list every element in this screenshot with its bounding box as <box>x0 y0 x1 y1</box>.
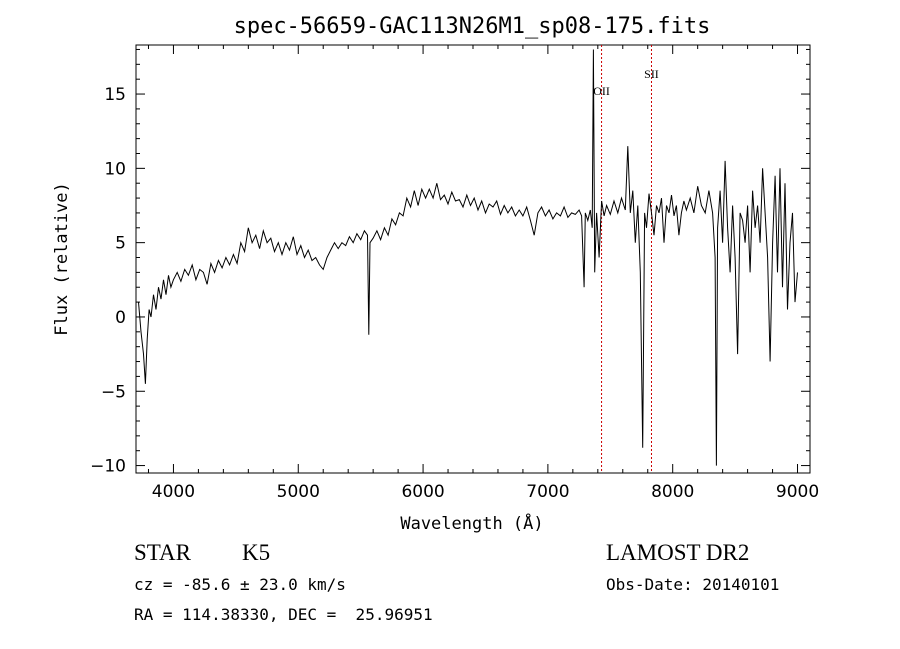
plot-frame <box>135 44 811 474</box>
y-axis-label: Flux (relative) <box>52 182 72 336</box>
emission-line-markers: OII SII <box>593 45 659 473</box>
x-tick-label: 7000 <box>526 482 569 502</box>
x-tick-label: 9000 <box>776 482 819 502</box>
x-tick-label: 4000 <box>152 482 195 502</box>
radec-text: RA = 114.38330, DEC = 25.96951 <box>134 605 433 624</box>
x-axis: 4000 5000 6000 7000 8000 9000 <box>147 45 819 502</box>
x-tick-label: 5000 <box>277 482 320 502</box>
y-axis: −10 −5 0 5 10 15 <box>90 48 810 477</box>
y-tick-label: 0 <box>115 308 126 328</box>
marker-label-sii: SII <box>644 67 659 81</box>
y-tick-label: −5 <box>101 382 126 402</box>
cz-text: cz = -85.6 ± 23.0 km/s <box>134 575 346 594</box>
y-tick-label: 10 <box>104 159 126 179</box>
y-tick-label: 15 <box>104 85 126 105</box>
x-tick-label: 6000 <box>401 482 444 502</box>
class-label: STAR <box>134 540 192 565</box>
obsdate-text: Obs-Date: 20140101 <box>606 575 779 594</box>
y-tick-label: 5 <box>115 234 126 254</box>
survey-label: LAMOST DR2 <box>606 540 749 565</box>
marker-label-oii: OII <box>593 84 610 98</box>
plot-area <box>135 44 811 474</box>
y-tick-label: −10 <box>90 457 126 477</box>
chart-title: spec-56659-GAC113N26M1_sp08-175.fits <box>234 14 711 39</box>
x-tick-label: 8000 <box>651 482 694 502</box>
spectrum-line <box>138 49 798 466</box>
subclass-label: K5 <box>242 540 270 565</box>
x-axis-label: Wavelength (Å) <box>400 512 543 534</box>
